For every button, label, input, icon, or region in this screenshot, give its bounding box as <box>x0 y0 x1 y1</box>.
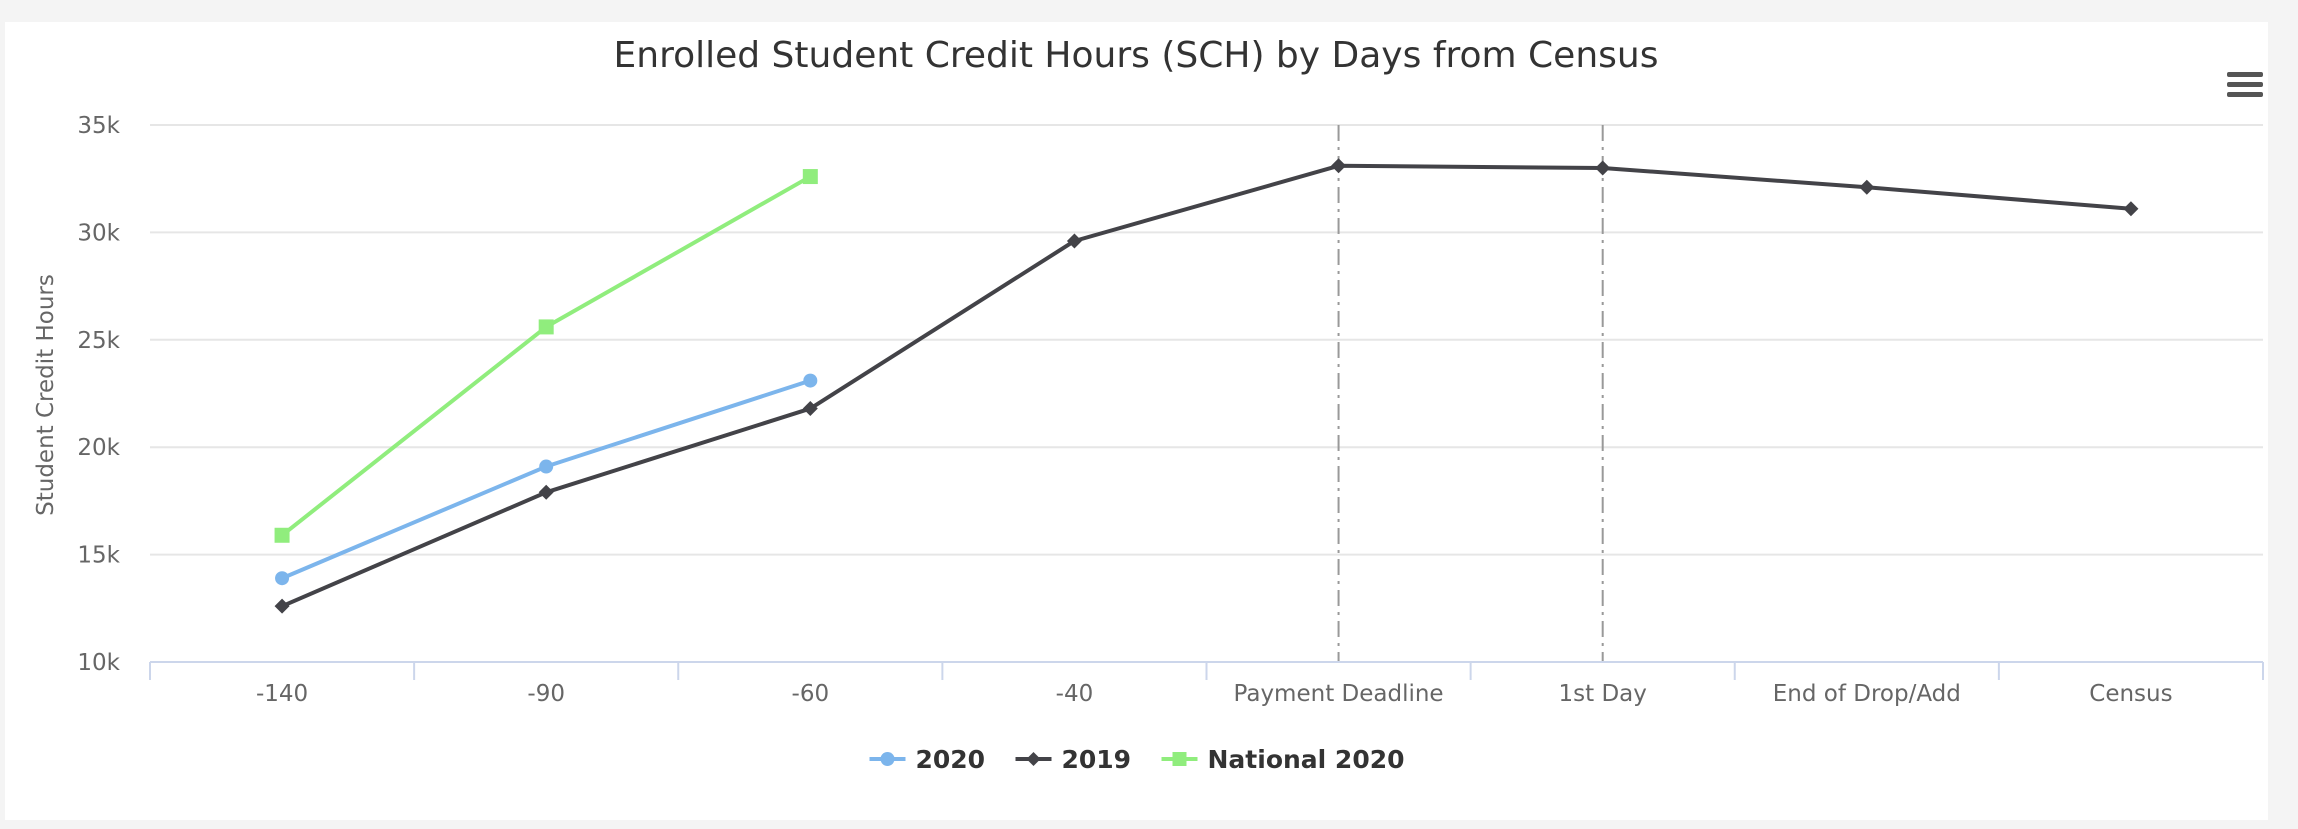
x-tick-label: 1st Day <box>1559 681 1647 707</box>
series-line <box>280 174 812 537</box>
data-point[interactable] <box>802 401 818 417</box>
x-tick-label: End of Drop/Add <box>1773 681 1961 707</box>
x-tick-label: -140 <box>256 681 308 707</box>
data-point[interactable] <box>539 459 554 474</box>
series-line <box>281 378 811 581</box>
data-point[interactable] <box>274 527 290 543</box>
legend-label: 2019 <box>1062 745 1132 774</box>
y-axis: 10k 15k 20k 25k 30k 35k <box>77 113 120 676</box>
x-axis: -140 -90 -60 -40 Payment Deadline 1st Day End … <box>149 661 2264 707</box>
chart-container: Enrolled Student Credit Hours (SCH) by D… <box>5 22 2268 820</box>
x-tick-label: Payment Deadline <box>1234 681 1444 707</box>
data-point[interactable] <box>1331 158 1347 174</box>
data-point[interactable] <box>275 571 290 586</box>
x-tick-label: -60 <box>792 681 830 707</box>
y-tick-label: 25k <box>77 328 120 354</box>
x-tick-label: -40 <box>1056 681 1094 707</box>
hamburger-menu-icon[interactable] <box>2227 72 2263 104</box>
chart-title: Enrolled Student Credit Hours (SCH) by D… <box>614 35 1659 76</box>
y-tick-label: 20k <box>77 435 120 461</box>
data-point[interactable] <box>538 319 554 335</box>
legend-marker <box>1172 752 1187 766</box>
data-point[interactable] <box>1066 233 1082 249</box>
legend-marker <box>1026 752 1041 766</box>
x-tick-label: Census <box>2089 681 2172 707</box>
data-point[interactable] <box>803 373 818 388</box>
legend-marker <box>880 752 895 766</box>
series-2020 <box>275 373 818 586</box>
legend: 2020 2019 National 2020 <box>869 745 1405 774</box>
series-group <box>274 158 2139 614</box>
y-tick-label: 35k <box>77 113 120 139</box>
legend-item[interactable]: National 2020 <box>1161 745 1405 774</box>
data-point[interactable] <box>1595 160 1611 176</box>
data-point[interactable] <box>274 598 290 614</box>
grid-lines <box>150 124 2263 556</box>
legend-label: National 2020 <box>1208 745 1405 774</box>
chart-svg: Enrolled Student Credit Hours (SCH) by D… <box>33 35 2264 774</box>
series-2019 <box>274 158 2139 614</box>
legend-label: 2020 <box>916 745 986 774</box>
series-national-2020 <box>274 169 818 543</box>
legend-item[interactable]: 2020 <box>869 745 986 774</box>
plot-lines <box>1337 125 1604 662</box>
data-point[interactable] <box>2123 201 2139 217</box>
legend-item[interactable]: 2019 <box>1015 745 1132 774</box>
y-tick-label: 10k <box>77 650 120 676</box>
y-tick-label: 30k <box>77 220 120 246</box>
y-axis-title: Student Credit Hours <box>33 274 59 516</box>
data-point[interactable] <box>538 484 554 500</box>
y-tick-label: 15k <box>77 543 120 569</box>
x-tick-label: -90 <box>527 681 565 707</box>
series-line <box>281 163 2132 608</box>
data-point[interactable] <box>1859 179 1875 195</box>
data-point[interactable] <box>802 169 818 185</box>
